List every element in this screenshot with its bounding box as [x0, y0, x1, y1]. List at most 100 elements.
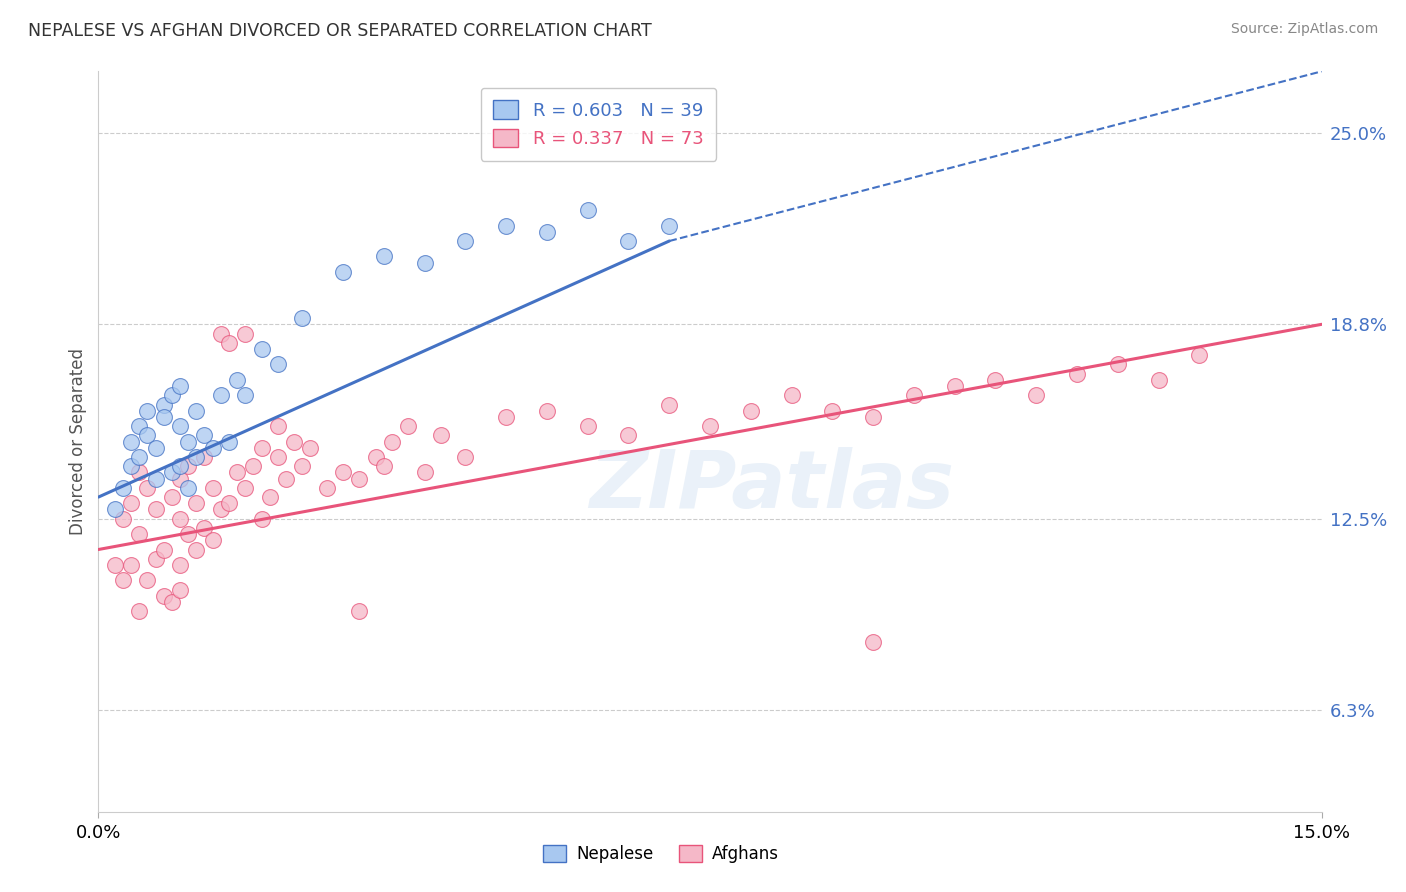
Point: [145, 551, 167, 566]
Point: [226, 373, 249, 387]
Point: [1025, 388, 1047, 402]
Point: [233, 326, 256, 341]
Point: [193, 521, 215, 535]
Point: [201, 481, 224, 495]
Point: [821, 403, 844, 417]
Point: [186, 403, 208, 417]
Point: [536, 403, 558, 417]
Point: [169, 419, 191, 434]
Point: [984, 373, 1007, 387]
Point: [177, 459, 200, 474]
Point: [349, 472, 371, 486]
Point: [152, 398, 174, 412]
Point: [169, 558, 191, 572]
Point: [177, 434, 200, 449]
Point: [332, 265, 354, 279]
Point: [495, 219, 517, 233]
Point: [495, 409, 517, 424]
Point: [299, 441, 322, 455]
Point: [536, 225, 558, 239]
Point: [160, 595, 183, 609]
Point: [152, 542, 174, 557]
Point: [209, 502, 232, 516]
Point: [193, 428, 215, 442]
Point: [209, 326, 232, 341]
Point: [274, 472, 297, 486]
Point: [373, 250, 395, 264]
Point: [169, 511, 191, 525]
Point: [120, 496, 142, 510]
Point: [128, 604, 150, 618]
Point: [177, 527, 200, 541]
Point: [136, 403, 159, 417]
Point: [136, 574, 159, 588]
Point: [209, 388, 232, 402]
Point: [145, 441, 167, 455]
Point: [291, 459, 314, 474]
Point: [201, 533, 224, 548]
Point: [218, 496, 240, 510]
Point: [259, 490, 281, 504]
Point: [111, 574, 134, 588]
Point: [201, 441, 224, 455]
Point: [699, 419, 721, 434]
Point: [218, 335, 240, 350]
Point: [267, 358, 290, 372]
Point: [576, 419, 599, 434]
Point: [250, 342, 273, 356]
Point: [242, 459, 264, 474]
Point: [186, 542, 208, 557]
Point: [226, 466, 249, 480]
Point: [193, 450, 215, 464]
Point: [454, 234, 477, 248]
Point: [617, 234, 640, 248]
Point: [396, 419, 419, 434]
Point: [903, 388, 925, 402]
Point: [454, 450, 477, 464]
Point: [128, 450, 150, 464]
Point: [120, 558, 142, 572]
Point: [186, 496, 208, 510]
Point: [740, 403, 762, 417]
Point: [169, 472, 191, 486]
Point: [576, 203, 599, 218]
Point: [111, 481, 134, 495]
Point: [160, 490, 183, 504]
Point: [145, 502, 167, 516]
Point: [267, 450, 290, 464]
Point: [145, 472, 167, 486]
Point: [658, 219, 681, 233]
Text: NEPALESE VS AFGHAN DIVORCED OR SEPARATED CORRELATION CHART: NEPALESE VS AFGHAN DIVORCED OR SEPARATED…: [28, 22, 652, 40]
Point: [780, 388, 803, 402]
Text: Source: ZipAtlas.com: Source: ZipAtlas.com: [1230, 22, 1378, 37]
Point: [160, 466, 183, 480]
Point: [152, 589, 174, 603]
Point: [291, 311, 314, 326]
Point: [315, 481, 337, 495]
Point: [136, 428, 159, 442]
Point: [128, 419, 150, 434]
Point: [128, 466, 150, 480]
Point: [332, 466, 354, 480]
Point: [1147, 373, 1170, 387]
Point: [267, 419, 290, 434]
Point: [218, 434, 240, 449]
Point: [413, 466, 436, 480]
Text: ZIPatlas: ZIPatlas: [589, 447, 953, 525]
Point: [250, 511, 273, 525]
Point: [617, 428, 640, 442]
Point: [152, 409, 174, 424]
Y-axis label: Divorced or Separated: Divorced or Separated: [69, 348, 87, 535]
Point: [349, 604, 371, 618]
Point: [186, 450, 208, 464]
Point: [413, 255, 436, 269]
Point: [177, 481, 200, 495]
Point: [862, 635, 884, 649]
Point: [364, 450, 387, 464]
Point: [160, 388, 183, 402]
Point: [943, 379, 966, 393]
Point: [283, 434, 305, 449]
Point: [169, 582, 191, 597]
Point: [1188, 348, 1211, 362]
Point: [233, 388, 256, 402]
